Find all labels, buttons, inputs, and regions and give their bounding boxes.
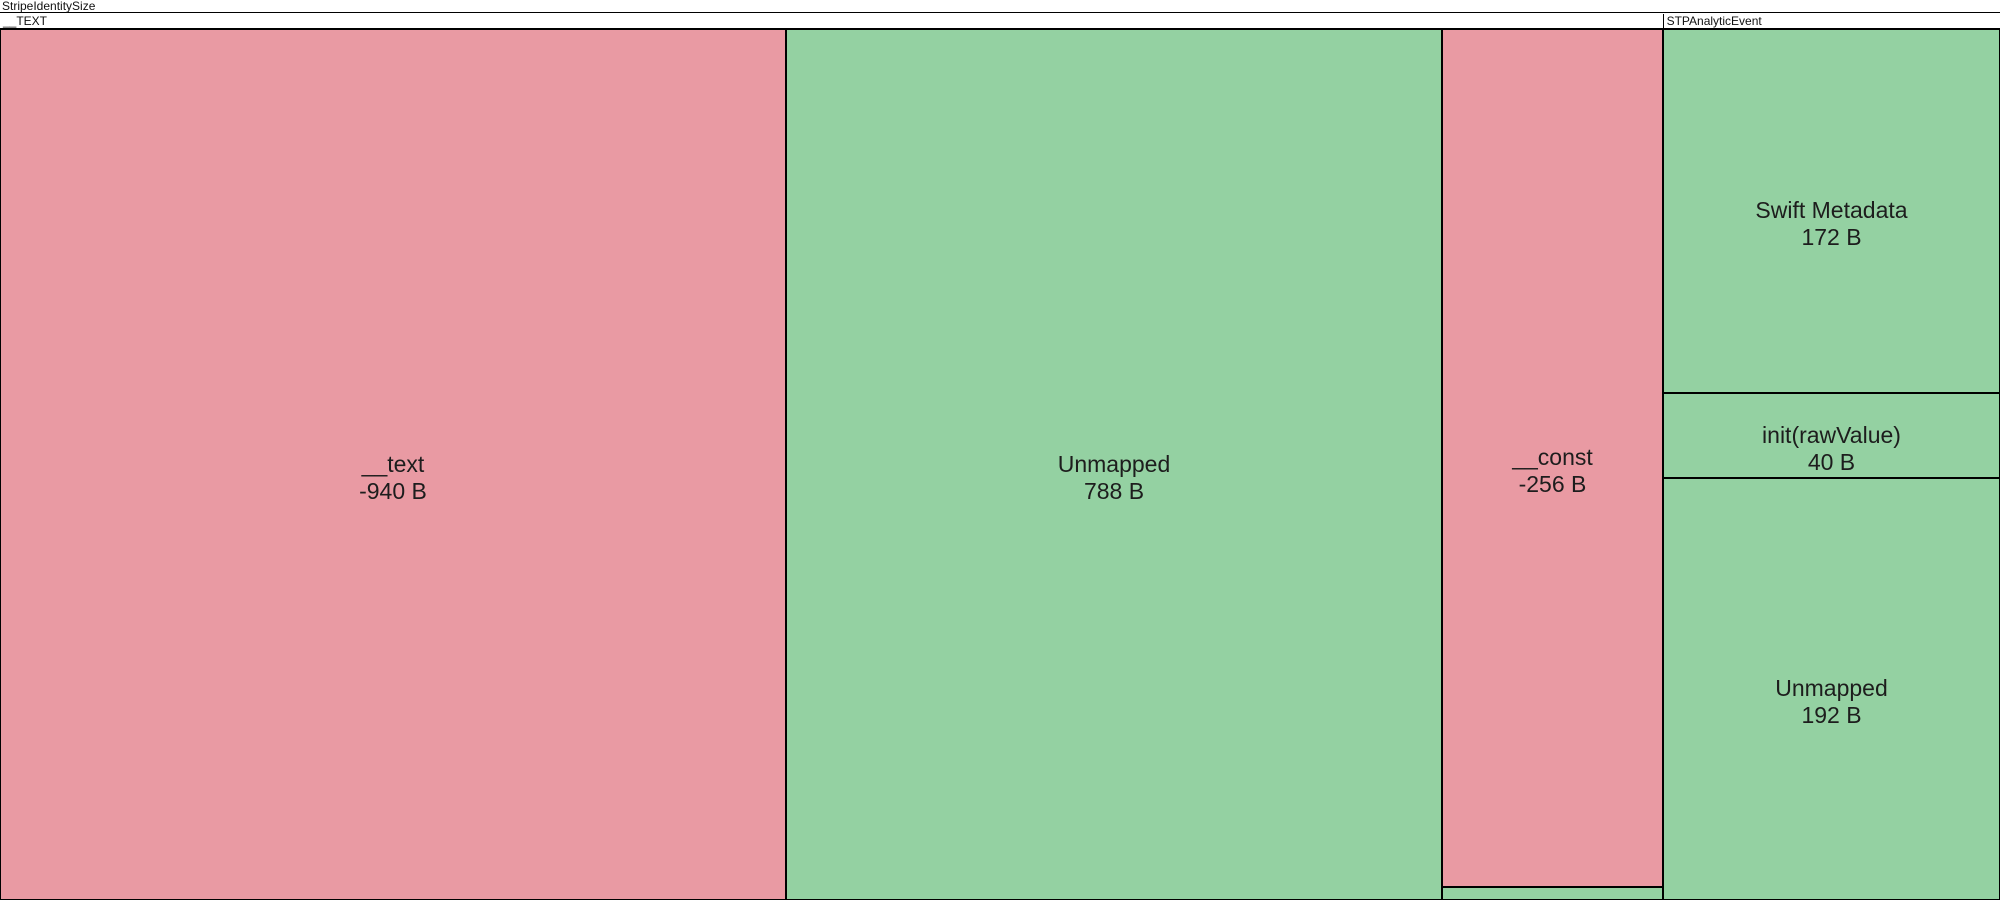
- cell-name: Swift Metadata: [1755, 197, 1908, 223]
- cell-name: Unmapped: [1775, 675, 1888, 701]
- cell-label: Unmapped 788 B: [1058, 451, 1171, 505]
- treemap-cell-Swift Metadata[interactable]: Swift Metadata 172 B: [1663, 29, 2000, 393]
- cell-size: 192 B: [1801, 702, 1862, 728]
- cell-size: 172 B: [1801, 224, 1862, 250]
- section-caption-row: __TEXT STPAnalyticEvent: [0, 13, 2000, 30]
- section-header-stpanalyticevent[interactable]: STPAnalyticEvent: [1662, 13, 2000, 29]
- cell-name: __text: [361, 450, 425, 477]
- cell-size: 788 B: [1083, 477, 1145, 504]
- treemap-cell-unlabeled[interactable]: [1442, 887, 1663, 900]
- treemap-cell-Unmapped[interactable]: Unmapped 788 B: [786, 29, 1442, 900]
- cell-name: Unmapped: [1057, 450, 1171, 477]
- treemap-cell-init(rawValue)[interactable]: init(rawValue) 40 B: [1663, 393, 2000, 478]
- treemap-cell-Unmapped[interactable]: Unmapped 192 B: [1663, 478, 2000, 900]
- cell-label: Swift Metadata 172 B: [1755, 197, 1907, 251]
- cell-label: __const -256 B: [1512, 444, 1593, 498]
- cell-name: init(rawValue): [1762, 421, 1901, 448]
- cell-size: -940 B: [359, 477, 427, 504]
- cell-name: __const: [1512, 444, 1593, 470]
- cell-label: init(rawValue) 40 B: [1762, 422, 1901, 476]
- cell-size: -256 B: [1518, 471, 1587, 497]
- treemap-root-caption[interactable]: StripeIdentitySize: [0, 0, 2000, 13]
- treemap-cell-__text[interactable]: __text -940 B: [0, 29, 786, 900]
- cell-label: __text -940 B: [359, 451, 427, 505]
- cell-size: 40 B: [1807, 448, 1856, 475]
- section-header-text-segment[interactable]: __TEXT: [0, 13, 1663, 29]
- cell-label: Unmapped 192 B: [1775, 675, 1888, 729]
- treemap-cells-layer: __text -940 B Unmapped 788 B __const -256 B Sw…: [0, 29, 2000, 900]
- treemap-cell-__const[interactable]: __const -256 B: [1442, 29, 1663, 887]
